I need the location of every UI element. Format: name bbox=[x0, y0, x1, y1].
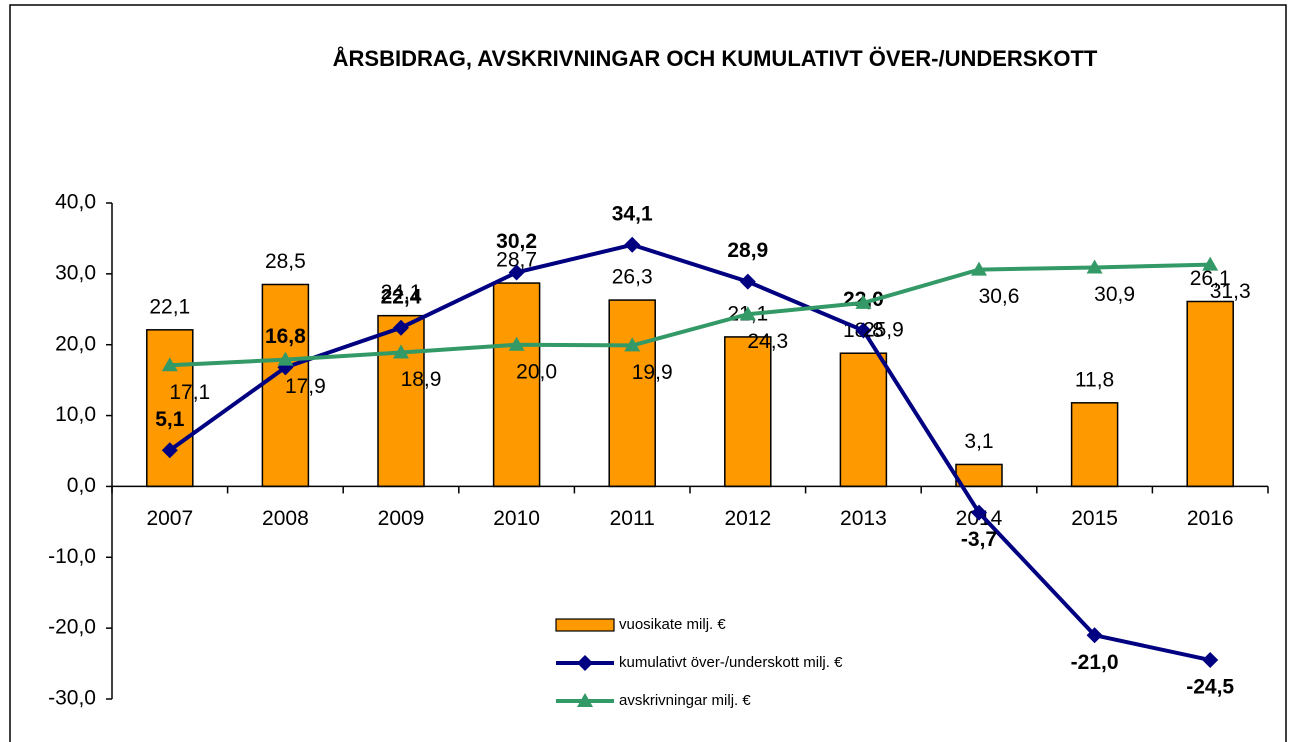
bar bbox=[955, 463, 1003, 488]
line-value-label: 19,9 bbox=[632, 361, 673, 384]
bar-value-label: 22,1 bbox=[149, 295, 190, 318]
line bbox=[168, 242, 1211, 662]
marker bbox=[161, 357, 178, 372]
line-value-label: 25,9 bbox=[863, 318, 904, 341]
marker bbox=[508, 336, 525, 351]
line-value-label: 30,9 bbox=[1094, 283, 1135, 306]
bar bbox=[146, 329, 194, 488]
marker bbox=[971, 261, 987, 276]
line bbox=[169, 262, 1211, 368]
y-tick-label: -30,0 bbox=[48, 687, 96, 710]
marker bbox=[624, 236, 641, 253]
line-value-label: 28,9 bbox=[727, 239, 768, 262]
bar-value-label: 28,7 bbox=[496, 249, 537, 272]
marker bbox=[739, 306, 756, 321]
legend-label: kumulativt över-/underskott milj. € bbox=[619, 654, 843, 671]
bar-value-label: 11,8 bbox=[1075, 368, 1114, 391]
y-tick-label: -20,0 bbox=[48, 616, 96, 639]
line-value-label: -21,0 bbox=[1071, 651, 1119, 674]
legend-label: avskrivningar milj. € bbox=[619, 692, 751, 709]
marker bbox=[1086, 259, 1103, 274]
x-tick-label: 2012 bbox=[724, 507, 771, 530]
line-value-label: 5,1 bbox=[155, 408, 185, 431]
x-tick-label: 2008 bbox=[262, 507, 309, 530]
bar bbox=[492, 282, 541, 488]
legend-swatch bbox=[555, 618, 615, 632]
x-tick-label: 2015 bbox=[1071, 507, 1118, 530]
x-tick-label: 2007 bbox=[146, 507, 193, 530]
marker bbox=[1202, 256, 1219, 271]
x-tick-label: 2016 bbox=[1187, 507, 1234, 530]
marker bbox=[508, 264, 525, 281]
legend-marker bbox=[577, 693, 593, 707]
marker bbox=[855, 322, 872, 339]
marker bbox=[855, 294, 872, 309]
x-tick-label: 2013 bbox=[840, 507, 887, 530]
line-value-label: 18,9 bbox=[401, 368, 442, 391]
marker bbox=[624, 337, 641, 352]
bar-value-label: 26,1 bbox=[1190, 267, 1231, 290]
x-tick-label: 2009 bbox=[378, 507, 425, 530]
line-value-label: 17,9 bbox=[285, 375, 326, 398]
marker bbox=[393, 344, 409, 359]
marker bbox=[161, 442, 178, 459]
chart-title: ÅRSBIDRAG, AVSKRIVNINGAR OCH KUMULATIVT … bbox=[333, 45, 1098, 71]
line-value-label: 30,6 bbox=[979, 285, 1020, 308]
bar-value-label: 24,1 bbox=[381, 281, 422, 304]
y-tick-label: 20,0 bbox=[55, 332, 96, 355]
legend-label: vuosikate milj. € bbox=[619, 616, 726, 633]
marker bbox=[739, 273, 756, 290]
bar bbox=[1186, 300, 1234, 488]
line-value-label: -3,7 bbox=[961, 528, 997, 551]
line-value-label: 30,2 bbox=[496, 230, 537, 253]
y-tick-label: 0,0 bbox=[67, 474, 96, 497]
marker bbox=[277, 351, 294, 366]
line-value-label: 22,4 bbox=[381, 285, 422, 308]
bar bbox=[377, 314, 425, 488]
y-tick-label: -10,0 bbox=[48, 545, 96, 568]
y-tick-label: 40,0 bbox=[55, 191, 96, 214]
bar-value-label: 28,5 bbox=[265, 250, 306, 273]
bar-value-label: 26,3 bbox=[612, 266, 653, 289]
x-tick-label: 2010 bbox=[493, 507, 540, 530]
line-value-label: 24,3 bbox=[747, 330, 788, 353]
bar bbox=[724, 336, 772, 488]
y-tick-label: 30,0 bbox=[55, 261, 96, 284]
line-value-label: 34,1 bbox=[612, 202, 653, 225]
line-value-label: -24,5 bbox=[1186, 676, 1234, 699]
marker bbox=[1202, 652, 1219, 669]
marker bbox=[1086, 627, 1103, 644]
line-value-label: 17,1 bbox=[169, 381, 210, 404]
y-tick-label: 10,0 bbox=[55, 403, 96, 426]
line-value-label: 20,0 bbox=[516, 360, 557, 383]
legend-marker bbox=[577, 655, 593, 671]
line-value-label: 16,8 bbox=[265, 325, 306, 348]
marker bbox=[971, 504, 987, 521]
bar bbox=[608, 299, 656, 488]
x-tick-label: 2011 bbox=[610, 507, 655, 530]
marker bbox=[393, 319, 409, 336]
bar-value-label: 3,1 bbox=[964, 430, 993, 453]
bar bbox=[1070, 402, 1119, 488]
bar bbox=[839, 352, 888, 488]
line-value-label: 31,3 bbox=[1210, 280, 1251, 303]
